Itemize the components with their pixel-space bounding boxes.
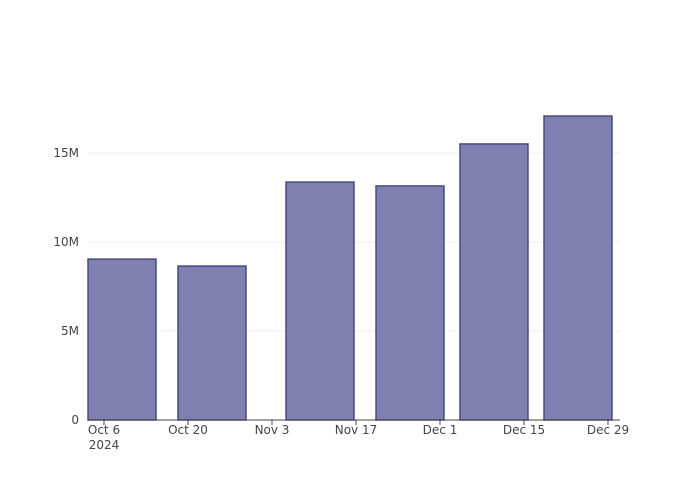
bar [375,185,445,421]
bar [459,143,529,421]
x-tick-label: Dec 15 [503,423,545,437]
y-tick-label: 5M [61,324,79,338]
bar [285,181,355,421]
y-tick-label: 10M [53,235,79,249]
x-tick-label: Oct 6 2024 [88,423,120,452]
x-tick-label: Oct 20 [168,423,208,437]
x-tick-label: Dec 29 [587,423,629,437]
bar [543,115,613,421]
bar [177,265,247,421]
x-tick-label: Nov 17 [335,423,378,437]
bar [87,258,157,421]
y-tick-label: 15M [53,146,79,160]
x-tick-label: Nov 3 [255,423,290,437]
y-tick-label: 0 [71,413,79,427]
x-tick-label: Dec 1 [423,423,458,437]
